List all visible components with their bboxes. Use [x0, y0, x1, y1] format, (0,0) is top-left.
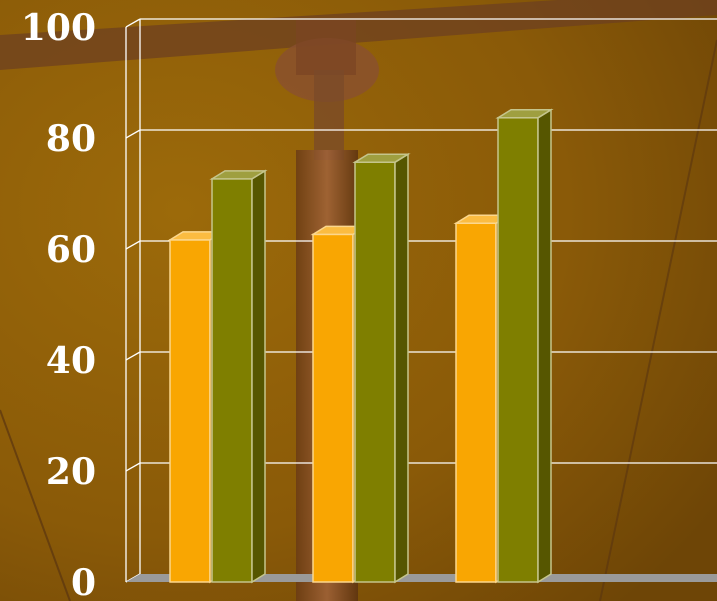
bars: [167, 108, 554, 584]
y-tick-label: 80: [46, 118, 96, 160]
bar-front-face: [455, 222, 497, 583]
y-axis-tick: [125, 462, 141, 472]
y-tick-label: 100: [21, 7, 96, 49]
bar-front-face: [312, 233, 354, 583]
bar-front-face: [497, 117, 539, 583]
y-axis-tick-labels: 0 20 40 60 80 100: [21, 7, 96, 601]
bar-front-face: [211, 178, 253, 583]
y-tick-label: 20: [46, 451, 96, 493]
bar: [495, 108, 554, 584]
bar: [209, 169, 268, 584]
chart-floor: [126, 574, 717, 582]
y-tick-label: 0: [71, 562, 96, 601]
bar-top-face: [209, 170, 268, 180]
chart-walls: [125, 19, 717, 582]
y-tick-label: 60: [46, 229, 96, 271]
bar-front-face: [354, 161, 396, 583]
bar-front-face: [169, 239, 211, 583]
bar-side-face: [251, 169, 266, 584]
bar-side-face: [537, 108, 552, 584]
bar-top-face: [495, 109, 554, 119]
y-axis-tick: [125, 240, 141, 250]
y-axis-tick: [125, 129, 141, 139]
bar: [352, 152, 411, 584]
bar-top-face: [352, 153, 411, 163]
y-axis-tick: [125, 351, 141, 361]
y-tick-label: 40: [46, 340, 96, 382]
bar-side-face: [394, 152, 409, 584]
y-axis-tick: [125, 18, 141, 28]
